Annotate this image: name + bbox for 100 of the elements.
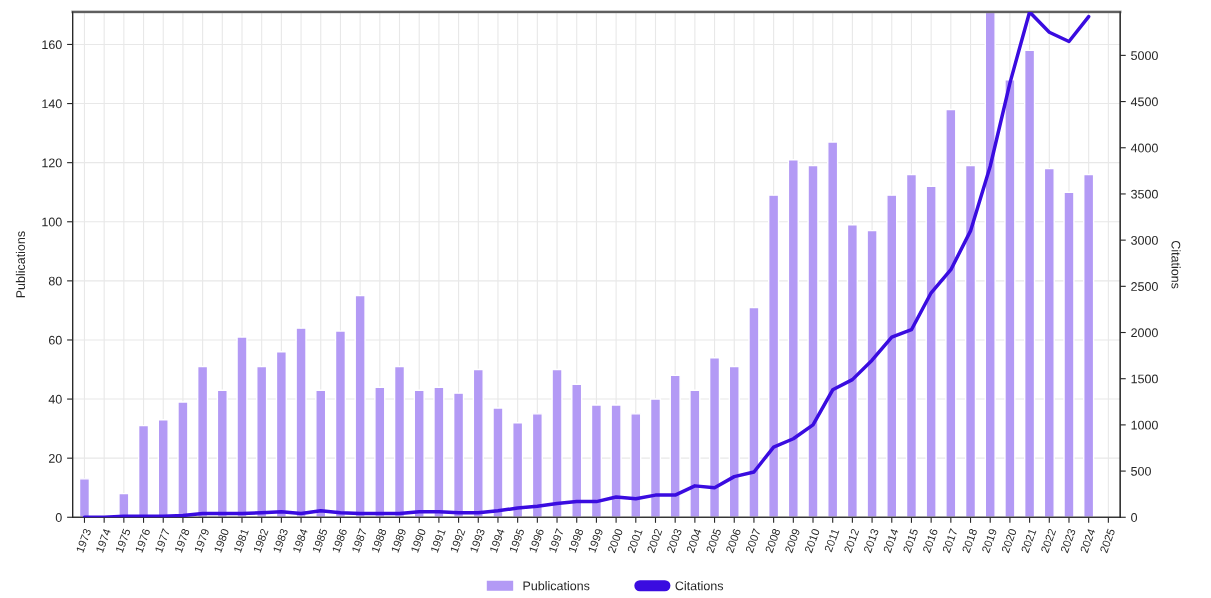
y2-tick-label: 3500	[1131, 189, 1158, 199]
bar	[649, 398, 662, 518]
bar	[590, 404, 603, 518]
x-tick-label: 1984	[292, 528, 308, 553]
bar	[708, 357, 721, 518]
x-tick-label: 1992	[450, 528, 466, 553]
x-tick-label: 2008	[765, 528, 781, 554]
bar	[137, 424, 150, 518]
x-tick-label: 1995	[509, 528, 525, 553]
bar	[689, 389, 701, 518]
x-tick-label: 1989	[390, 528, 407, 553]
bar	[768, 194, 780, 518]
bar	[807, 164, 819, 518]
y2-tick-label: 2500	[1131, 282, 1158, 291]
bar	[295, 327, 307, 518]
x-tick-label: 2025	[1099, 528, 1116, 554]
x-tick-label: 2001	[627, 528, 643, 554]
bar	[433, 386, 445, 518]
bar	[492, 407, 504, 518]
bar	[1023, 49, 1036, 518]
x-tick-label: 1987	[351, 528, 367, 553]
bar	[551, 368, 563, 518]
x-tick-label: 2018	[961, 528, 978, 554]
x-tick-label: 1983	[272, 528, 289, 553]
bar	[512, 422, 524, 518]
x-tick-label: 1975	[115, 528, 131, 553]
x-tick-label: 1990	[410, 528, 427, 553]
bar	[393, 365, 406, 518]
bar	[905, 173, 918, 518]
bar	[256, 365, 268, 518]
y2-tick-label: 5000	[1131, 51, 1158, 61]
bar	[630, 413, 642, 518]
bar	[1063, 191, 1075, 518]
x-tick-label: 1996	[528, 528, 545, 553]
bar	[846, 224, 859, 518]
x-tick-label: 1985	[312, 528, 328, 553]
x-tick-label: 2010	[804, 528, 820, 554]
bar	[787, 159, 799, 518]
bar	[886, 194, 898, 518]
y-axis-title: Publications	[15, 231, 26, 298]
bar	[531, 413, 543, 518]
bar	[1043, 167, 1055, 518]
bar	[669, 374, 681, 518]
x-tick-label: 2023	[1060, 528, 1076, 554]
y2-tick-label: 4000	[1130, 143, 1158, 153]
bar	[827, 141, 839, 518]
bar	[964, 164, 977, 518]
bar	[275, 351, 287, 518]
bar	[925, 185, 937, 518]
y2-tick-label: 1000	[1131, 420, 1158, 430]
x-tick-label: 2012	[843, 528, 860, 554]
x-tick-label: 1982	[253, 528, 269, 553]
x-tick-label: 2007	[745, 528, 761, 554]
x-tick-label: 1986	[331, 528, 348, 553]
x-tick-label: 1993	[469, 528, 486, 553]
y-tick-label: 40	[48, 394, 62, 404]
bar	[413, 389, 425, 518]
x-tick-label: 2011	[824, 528, 840, 553]
x-tick-label: 2016	[922, 528, 939, 554]
bar	[945, 108, 957, 518]
y2-tick-label: 3000	[1131, 235, 1158, 245]
x-tick-label: 1974	[95, 528, 112, 553]
y2-tick-label: 1500	[1131, 374, 1158, 384]
y-tick-label: 140	[42, 99, 62, 109]
x-tick-label: 2005	[705, 528, 722, 554]
x-tick-label: 2004	[686, 528, 702, 554]
x-tick-label: 2021	[1020, 528, 1037, 554]
x-tick-label: 1980	[213, 528, 230, 553]
y2-tick-label: 500	[1131, 466, 1151, 476]
x-tick-label: 1997	[548, 528, 564, 553]
y-tick-label: 80	[48, 276, 62, 286]
x-tick-label: 2019	[981, 528, 998, 554]
bar	[984, 11, 996, 518]
y-tick-label: 100	[42, 217, 62, 227]
x-tick-label: 1979	[194, 528, 210, 553]
y2-tick-label: 0	[1131, 513, 1138, 522]
bar	[452, 392, 465, 518]
bar	[610, 404, 622, 518]
x-tick-label: 2013	[863, 528, 879, 554]
x-tick-label: 1981	[233, 528, 249, 553]
y-tick-label: 60	[48, 335, 62, 345]
y2-tick-label: 4500	[1130, 97, 1158, 107]
bar	[728, 365, 740, 518]
bar	[354, 294, 366, 518]
x-tick-label: 2017	[942, 528, 958, 554]
legend-label: Citations	[675, 581, 724, 591]
bar	[334, 330, 347, 518]
x-tick-label: 1988	[371, 528, 387, 553]
bar	[315, 389, 327, 518]
y-tick-label: 120	[42, 158, 62, 168]
x-tick-label: 1999	[587, 528, 604, 553]
x-tick-label: 2003	[666, 528, 683, 554]
x-tick-label: 2020	[1001, 528, 1017, 554]
x-tick-label: 1976	[135, 528, 151, 553]
x-tick-label: 2015	[902, 528, 919, 554]
x-tick-label: 1977	[154, 528, 171, 553]
bar	[472, 368, 484, 518]
x-tick-label: 2006	[725, 528, 742, 554]
x-tick-label: 1991	[430, 528, 446, 553]
bar	[866, 229, 878, 518]
